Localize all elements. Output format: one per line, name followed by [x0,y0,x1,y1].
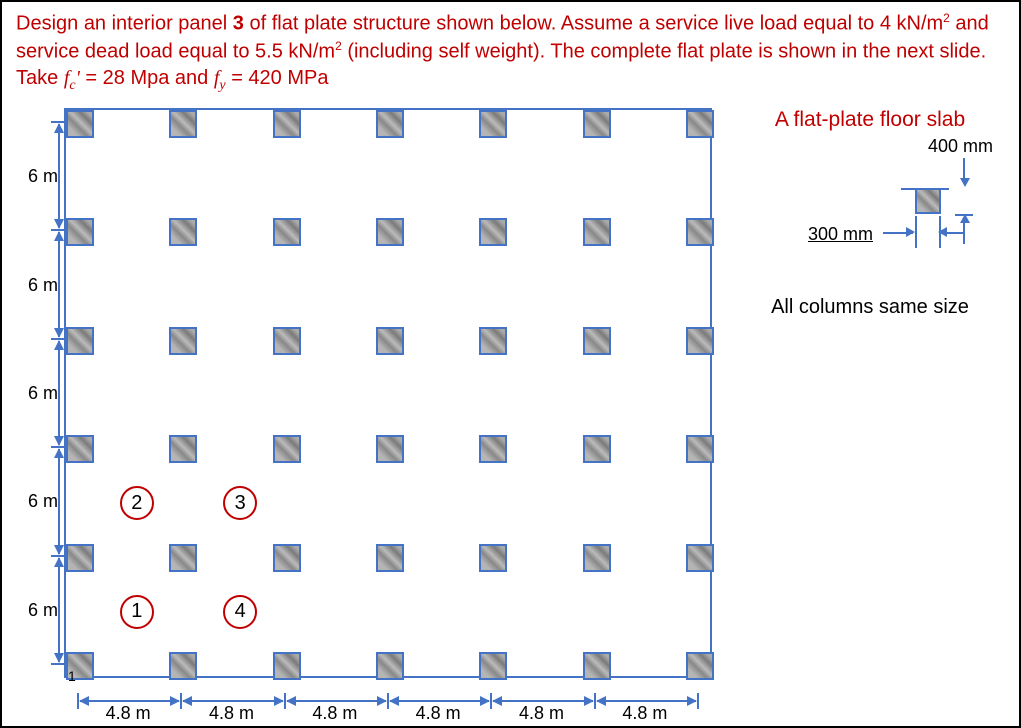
column-icon [66,110,94,138]
dim-label-v: 6 m [16,491,58,512]
arrowhead-icon [960,178,970,187]
column-icon [376,652,404,680]
column-icon [169,544,197,572]
column-icon [686,218,714,246]
axis-marker-1: 1 [68,668,76,684]
column-icon [479,652,507,680]
dim-label-h: 4.8 m [519,703,564,724]
column-icon [583,327,611,355]
dim-arrow-h [597,700,696,702]
column-icon [583,652,611,680]
column-icon [479,435,507,463]
dim-400: 400 mm [928,136,993,157]
column-icon [273,327,301,355]
dim-arrow-h [390,700,489,702]
dim-arrow-v [58,124,60,228]
dim-arrow-h [287,700,386,702]
tick [915,216,917,248]
text: = 28 Mpa and [80,67,214,89]
column-icon [376,435,404,463]
dim-tick [51,663,67,665]
dim-label-h: 4.8 m [416,703,461,724]
column-icon [479,544,507,572]
column-icon [273,435,301,463]
dim-label-h: 4.8 m [106,703,151,724]
dim-label-h: 4.8 m [312,703,357,724]
all-columns-note: All columns same size [735,296,1005,319]
slab-title: A flat-plate floor slab [735,108,1005,132]
column-icon [479,327,507,355]
column-icon [479,218,507,246]
slab-figure: 400 mm 300 mm [735,136,1005,286]
dim-label-v: 6 m [16,166,58,187]
column-icon [376,544,404,572]
dim-300: 300 mm [808,224,873,245]
column-icon [686,435,714,463]
dim-arrow-h [493,700,592,702]
arrowhead-icon [906,227,915,237]
column-icon [273,110,301,138]
problem-statement: Design an interior panel 3 of flat plate… [16,10,1005,96]
text: Design an interior panel [16,13,233,35]
dim-arrow-v [58,232,60,336]
column-icon [169,652,197,680]
panel-marker-3: 3 [223,486,257,520]
column-icon [66,544,94,572]
tick [955,214,973,216]
text: of flat plate structure shown below. Ass… [244,13,943,35]
column-icon [915,188,941,214]
main-area: 2 3 1 4 6 m 6 m 6 m 6 m 6 m 4.8 m 4.8 m 4.8 m 4.8 … [2,96,1019,724]
dim-label-v: 6 m [16,600,58,621]
column-icon [66,435,94,463]
column-icon [169,218,197,246]
column-icon [583,544,611,572]
column-icon [686,652,714,680]
sup: 2 [335,39,342,53]
column-icon [169,110,197,138]
column-icon [273,652,301,680]
panel-num: 3 [233,13,244,35]
dim-tick [697,693,699,709]
dim-arrow-v [58,558,60,662]
dim-arrow-h [183,700,282,702]
dim-label-v: 6 m [16,383,58,404]
panel-marker-1: 1 [120,595,154,629]
column-icon [66,218,94,246]
panel-marker-4: 4 [223,595,257,629]
column-icon [479,110,507,138]
column-icon [686,110,714,138]
dim-label-v: 6 m [16,275,58,296]
column-icon [169,327,197,355]
tick [939,216,941,248]
dim-arrow-h [80,700,179,702]
column-icon [169,435,197,463]
column-detail: A flat-plate floor slab 400 mm 300 mm [735,108,1005,319]
column-icon [376,218,404,246]
column-icon [376,110,404,138]
column-icon [273,544,301,572]
dim-arrow-v [58,449,60,553]
floor-plan: 2 3 1 4 [64,108,712,678]
column-icon [273,218,301,246]
dim-label-h: 4.8 m [209,703,254,724]
column-icon [376,327,404,355]
column-icon [583,435,611,463]
column-icon [583,218,611,246]
column-icon [686,544,714,572]
dim-arrow-v [58,341,60,445]
panel-marker-2: 2 [120,486,154,520]
sup: 2 [943,11,950,25]
dim-label-h: 4.8 m [622,703,667,724]
column-icon [66,327,94,355]
text: = 420 MPa [226,67,329,89]
column-icon [583,110,611,138]
column-icon [686,327,714,355]
